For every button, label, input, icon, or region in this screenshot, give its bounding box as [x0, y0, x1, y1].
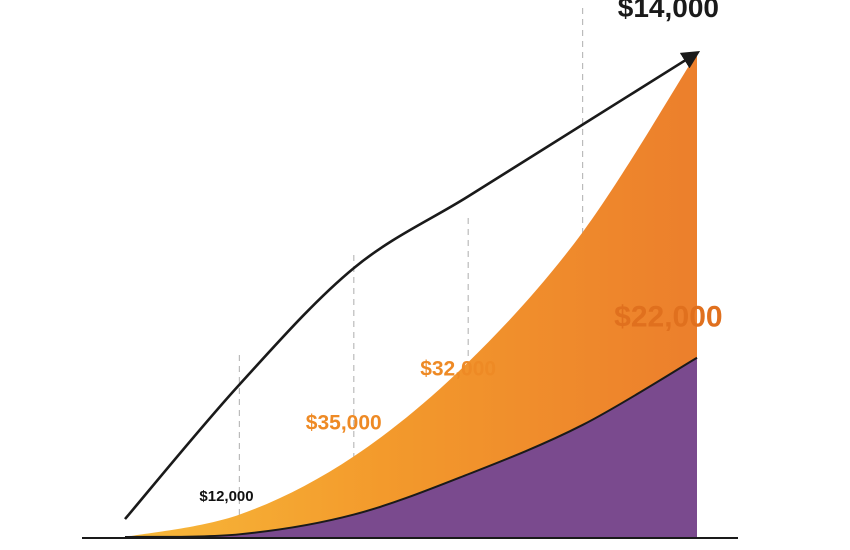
trend-series: [124, 50, 701, 520]
data-label: $32,000: [420, 358, 496, 381]
data-labels: $12,000 $35,000 $32,000 $22,000 $14,000: [199, 0, 722, 505]
upper-area: [125, 52, 697, 538]
data-label: $22,000: [614, 300, 722, 333]
data-label: $12,000: [199, 488, 253, 505]
area-series: [124, 52, 698, 538]
lower-area-edge: [124, 356, 698, 538]
trend-arrow-line: [124, 50, 701, 520]
lower-area: [125, 357, 697, 537]
data-label: $14,000: [618, 0, 719, 23]
data-label: $35,000: [306, 411, 382, 434]
